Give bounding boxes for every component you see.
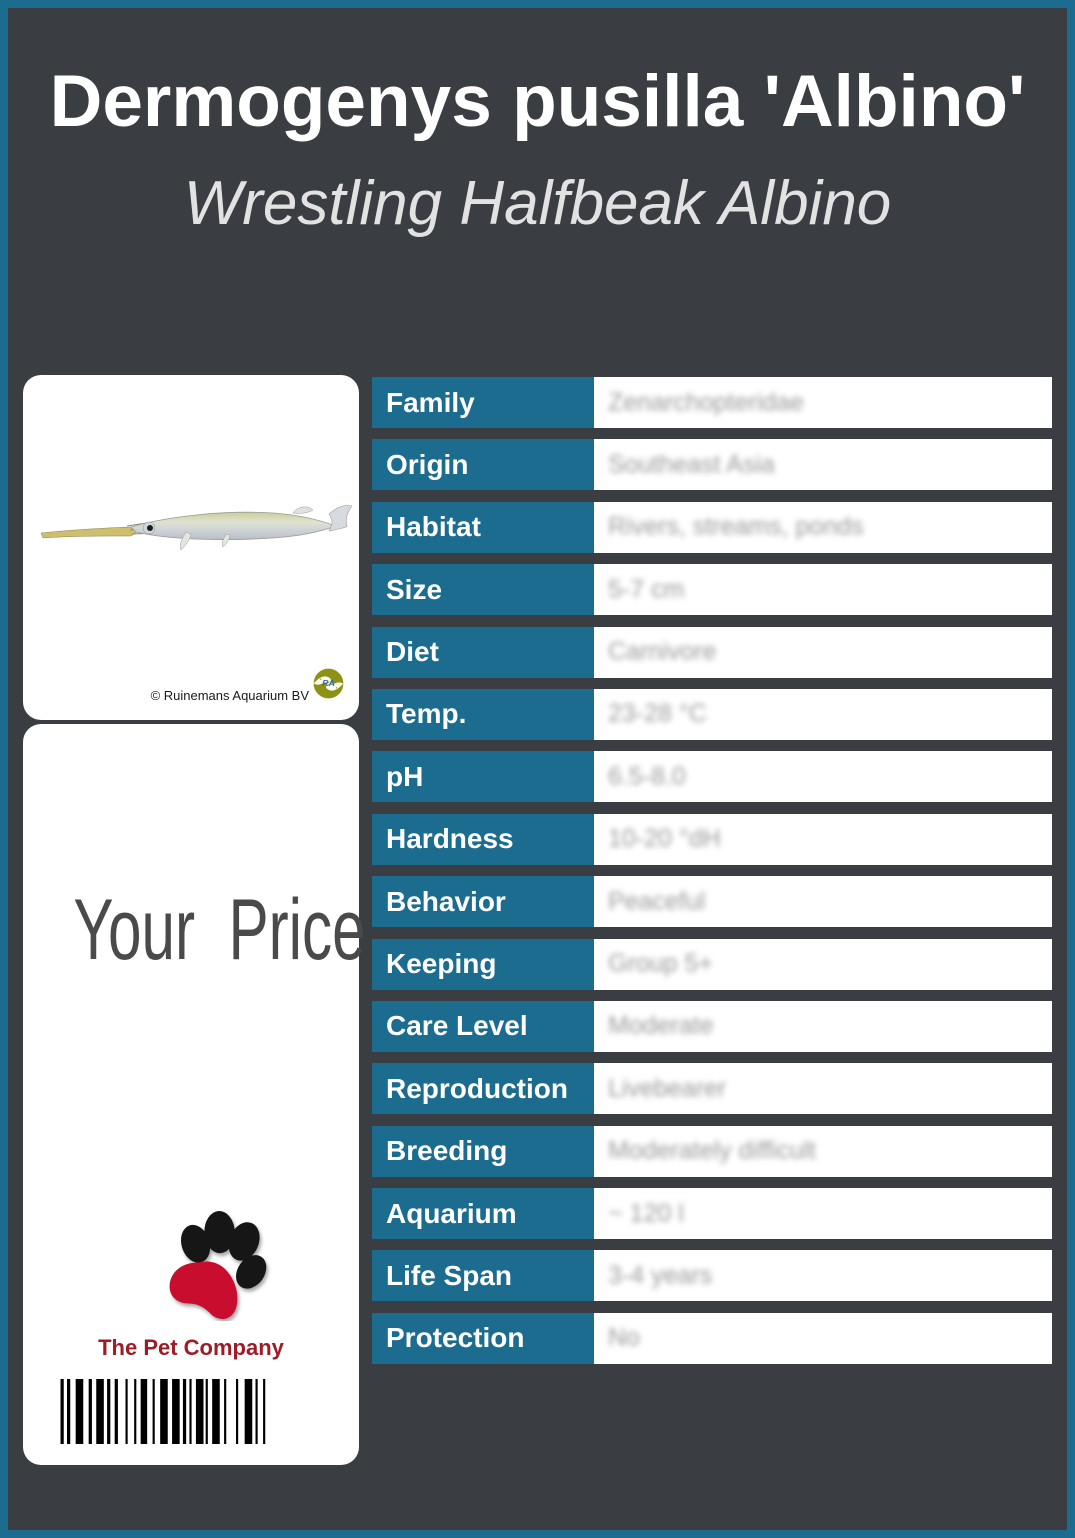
svg-text:RA: RA bbox=[322, 678, 335, 688]
